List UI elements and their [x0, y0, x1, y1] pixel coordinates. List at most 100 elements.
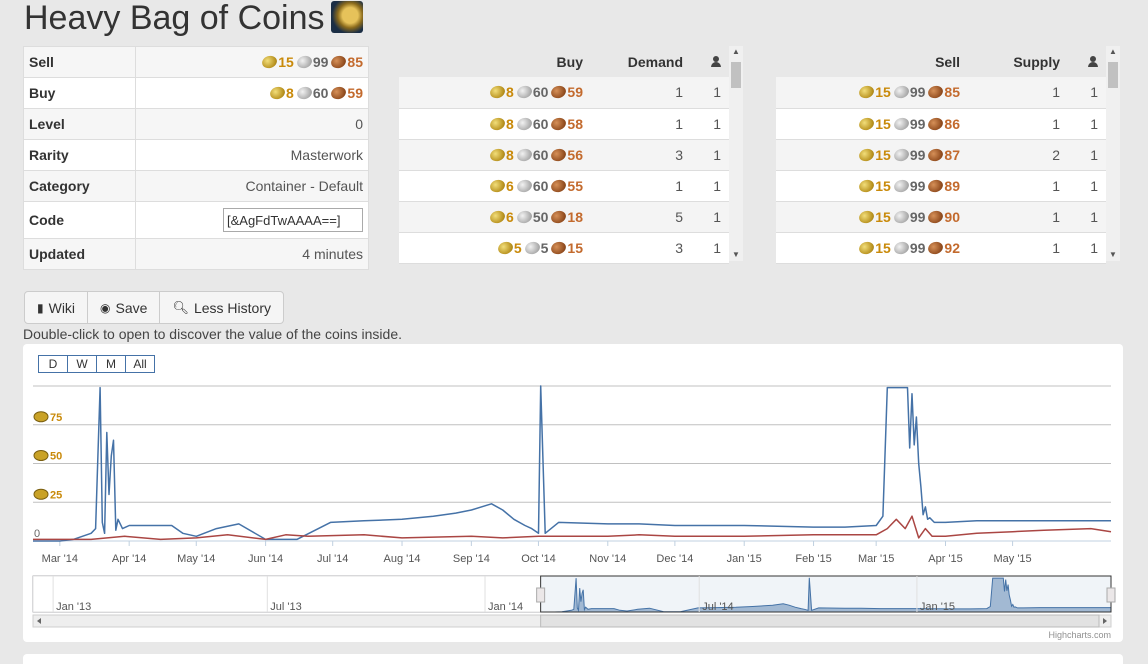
less-history-button[interactable]: 🔍︎ Less History [159, 291, 284, 324]
gold-coin-icon [857, 84, 876, 101]
wiki-label: Wiki [48, 299, 76, 316]
gold-coin-icon [488, 177, 507, 194]
zoom-button-all[interactable]: All [125, 355, 155, 373]
scroll-down-arrow-icon[interactable]: ▼ [732, 250, 740, 259]
silver-amount: 99 [909, 177, 926, 194]
info-row-category: Category Container - Default [23, 170, 369, 202]
zoom-button-w[interactable]: W [67, 355, 97, 373]
order-price: 8 60 58 [399, 108, 591, 140]
gold-coin-icon [488, 208, 507, 225]
navigator-tick-label: Jan '13 [56, 601, 91, 613]
scroll-thumb[interactable] [1108, 62, 1118, 88]
scroll-down-arrow-icon[interactable]: ▼ [1109, 250, 1117, 259]
x-tick-label: Jul '14 [317, 553, 348, 565]
silver-amount: 60 [312, 85, 329, 101]
silver-amount: 99 [909, 115, 926, 132]
gold-coin-icon [33, 488, 49, 500]
navigator-series-area [540, 577, 1112, 613]
copper-amount: 59 [347, 85, 363, 101]
buy-orders-scrollbar[interactable]: ▲ ▼ [729, 46, 743, 261]
info-label: Code [23, 201, 136, 239]
order-price: 15 99 85 [776, 77, 968, 109]
order-price: 15 99 87 [776, 139, 968, 171]
chat-code-input[interactable] [223, 208, 363, 232]
order-quantity: 1 [591, 170, 691, 202]
gold-amount: 15 [875, 177, 891, 194]
copper-amount: 55 [567, 177, 583, 194]
zoom-button-m[interactable]: M [96, 355, 126, 373]
zoom-button-d[interactable]: D [38, 355, 68, 373]
y-tick-label: 25 [50, 489, 62, 501]
order-quantity: 1 [591, 77, 691, 109]
col-listings [1068, 46, 1106, 77]
copper-amount: 85 [347, 54, 363, 70]
copper-coin-icon [926, 146, 945, 163]
info-row-buy: Buy 8 60 59 [23, 77, 369, 109]
next-panel [23, 654, 1123, 664]
order-quantity: 1 [968, 232, 1068, 264]
order-quantity: 1 [968, 201, 1068, 233]
x-tick-label: May '14 [177, 553, 215, 565]
order-row: 15 99 86 1 1 [776, 108, 1106, 140]
silver-amount: 60 [532, 177, 549, 194]
sell-price-line [33, 385, 1111, 542]
silver-coin-icon [295, 53, 314, 71]
scroll-right-arrow-icon[interactable] [1103, 618, 1107, 624]
scroll-thumb[interactable] [731, 62, 741, 88]
order-quantity: 1 [968, 170, 1068, 202]
gold-amount: 15 [278, 54, 294, 70]
copper-amount: 85 [944, 84, 960, 101]
silver-amount: 60 [532, 146, 549, 163]
buy-orders-panel: Buy Demand 8 60 59 1 1 8 60 58 1 1 8 60 56 3 1 6 60 55 1 1 6… [399, 46, 743, 264]
save-button[interactable]: ◉ Save [87, 291, 161, 324]
range-selector: D W M All [38, 355, 155, 373]
gold-coin-icon [488, 146, 507, 163]
navigator-scrollbar-thumb[interactable] [540, 614, 1100, 628]
info-row-sell: Sell 15 99 85 [23, 46, 369, 78]
order-row: 8 60 58 1 1 [399, 108, 729, 140]
scroll-left-arrow-icon[interactable] [37, 618, 41, 624]
silver-coin-icon [892, 208, 911, 225]
highcharts-credit[interactable]: Highcharts.com [1048, 630, 1111, 640]
col-demand: Demand [627, 53, 683, 70]
x-tick-label: Jun '14 [248, 553, 283, 565]
order-quantity: 1 [968, 108, 1068, 140]
y-tick-label: 50 [50, 451, 62, 463]
navigator-left-handle[interactable] [536, 587, 546, 603]
order-listings: 1 [691, 139, 729, 171]
silver-amount: 50 [532, 208, 549, 225]
order-row: 8 60 59 1 1 [399, 77, 729, 109]
copper-coin-icon [549, 208, 568, 225]
gold-amount: 5 [513, 239, 522, 256]
silver-amount: 99 [909, 146, 926, 163]
silver-amount: 99 [312, 54, 329, 70]
gold-amount: 15 [875, 239, 891, 256]
info-label: Level [23, 108, 136, 140]
order-price: 6 60 55 [399, 170, 591, 202]
order-listings: 1 [1068, 139, 1106, 171]
gold-coin-icon [488, 115, 507, 132]
navigator-right-handle[interactable] [1106, 587, 1116, 603]
book-icon: ▮ [37, 300, 44, 315]
navigator-mask [33, 576, 541, 612]
order-row: 6 50 18 5 1 [399, 201, 729, 233]
order-row: 15 99 92 1 1 [776, 232, 1106, 264]
save-label: Save [115, 299, 148, 316]
gold-amount: 15 [875, 208, 891, 225]
scroll-up-arrow-icon[interactable]: ▲ [1109, 47, 1117, 56]
copper-amount: 90 [944, 208, 960, 225]
x-tick-label: Apr '15 [928, 553, 963, 565]
copper-amount: 18 [567, 208, 583, 225]
order-listings: 1 [1068, 108, 1106, 140]
order-price: 15 99 92 [776, 232, 968, 264]
navigator-tick-label: Jul '14 [702, 601, 733, 613]
info-value: 0 [135, 108, 369, 140]
sell-orders-scrollbar[interactable]: ▲ ▼ [1106, 46, 1120, 261]
wiki-button[interactable]: ▮ Wiki [24, 291, 89, 324]
gold-coin-icon [857, 146, 876, 163]
gold-coin-icon [857, 208, 876, 225]
scroll-up-arrow-icon[interactable]: ▲ [732, 47, 740, 56]
order-price: 8 60 59 [399, 77, 591, 109]
col-price: Sell [935, 53, 960, 70]
y-tick-label: 75 [50, 412, 62, 424]
